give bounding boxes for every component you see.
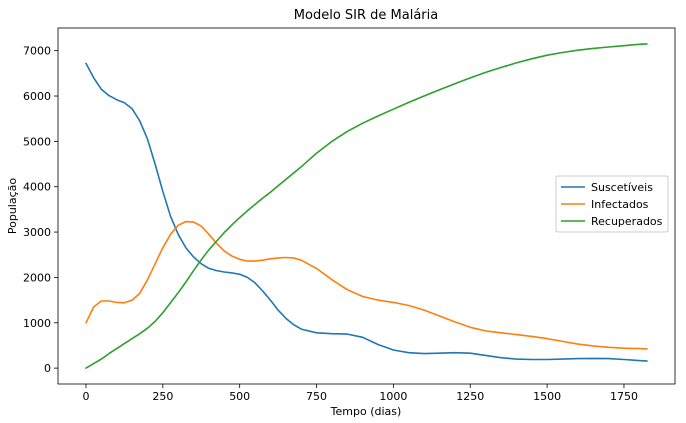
chart-title: Modelo SIR de Malária bbox=[294, 8, 438, 23]
x-tick-label: 1500 bbox=[533, 390, 561, 403]
legend-label-infectados: Infectados bbox=[591, 198, 649, 211]
x-tick-label: 1000 bbox=[379, 390, 407, 403]
series-line-infectados bbox=[85, 220, 648, 350]
y-tick-label: 6000 bbox=[23, 90, 51, 103]
series-line-suscetiveis bbox=[85, 62, 648, 362]
y-tick-label: 2000 bbox=[23, 271, 51, 284]
x-tick-label: 250 bbox=[152, 390, 173, 403]
y-tick-label: 7000 bbox=[23, 45, 51, 58]
legend-frame bbox=[555, 175, 669, 233]
legend-label-recuperados: Recuperados bbox=[591, 215, 663, 228]
x-tick-label: 0 bbox=[82, 390, 89, 403]
y-tick-label: 3000 bbox=[23, 226, 51, 239]
x-tick-label: 500 bbox=[229, 390, 250, 403]
x-tick-label: 1750 bbox=[610, 390, 638, 403]
x-tick-label: 1250 bbox=[456, 390, 484, 403]
y-tick-label: 0 bbox=[44, 362, 51, 375]
x-axis-title: Tempo (dias) bbox=[330, 405, 402, 418]
y-tick-label: 1000 bbox=[23, 317, 51, 330]
y-axis-title: População bbox=[6, 178, 19, 235]
legend: Suscetíveis Infectados Recuperados bbox=[555, 175, 669, 233]
legend-label-suscetiveis: Suscetíveis bbox=[591, 181, 653, 194]
x-tick-label: 750 bbox=[306, 390, 327, 403]
y-tick-label: 5000 bbox=[23, 135, 51, 148]
series-lines bbox=[85, 43, 648, 369]
y-tick-label: 4000 bbox=[23, 181, 51, 194]
series-line-recuperados bbox=[85, 43, 648, 369]
axis-ticks: 0 250 500 750 1000 1250 1500 1750 0 1000 2000 3000 4… bbox=[23, 45, 638, 403]
